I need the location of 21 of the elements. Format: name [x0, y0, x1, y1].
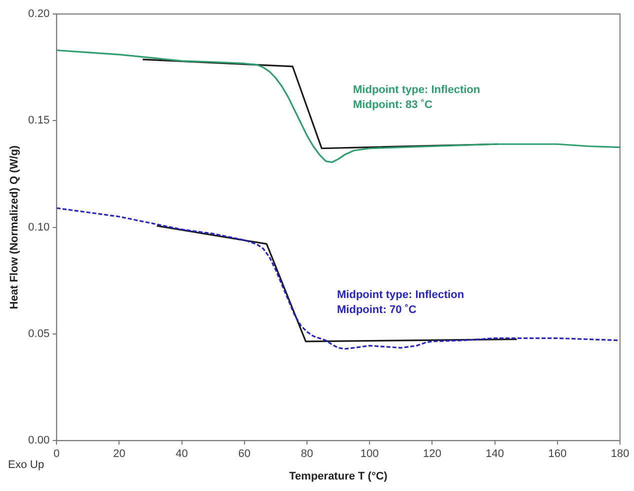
x-tick-label: 0 [54, 448, 60, 460]
x-tick-label: 140 [486, 448, 504, 460]
x-tick-label: 40 [176, 448, 188, 460]
y-tick-label: 0.05 [28, 328, 50, 340]
text: Exo Up [8, 458, 44, 473]
x-tick-label: 80 [300, 448, 314, 460]
y-tick-label: 0.20 [28, 8, 50, 20]
x-tick-label: 180 [610, 448, 630, 460]
y-tick-label: 0.10 [28, 221, 50, 234]
x-tick-label: 120 [423, 448, 442, 460]
y-tick-label: 0.00 [28, 434, 50, 447]
annotation: Midpoint type: Inflection Midpoint: 70 ˚C [337, 288, 464, 318]
x-tick-label: 100 [360, 448, 379, 460]
x-axis-title: Temperature T (°C) [289, 470, 388, 482]
x-tick-label: 60 [238, 448, 251, 460]
line-series [56, 207, 620, 350]
y-axis-title: Heat Flow (Normalized) Q (W/g) [8, 145, 21, 310]
x-tick-label: 20 [113, 448, 126, 460]
y-tick-label: 0.15 [28, 114, 50, 127]
annotation: Midpoint type: Inflection Midpoint: 83 ˚C [353, 83, 480, 113]
x-tick-label: 160 [548, 448, 567, 460]
